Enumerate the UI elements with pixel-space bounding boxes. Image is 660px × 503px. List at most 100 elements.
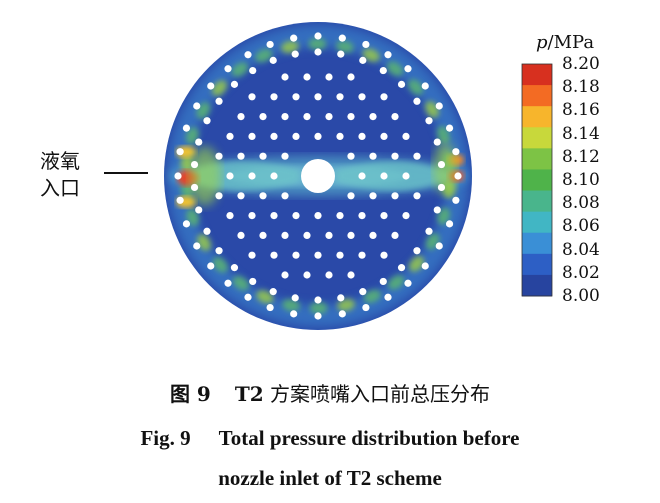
ring-pressure-blob [409,256,424,272]
injector-hole [413,152,421,160]
colorbar-tick-label: 8.08 [562,193,600,214]
ring-pressure-blob [362,48,380,62]
injector-hole [281,271,289,279]
injector-hole [314,32,322,40]
injector-hole [347,192,355,200]
injector-hole [237,113,245,121]
ring-pressure-blob [186,208,200,227]
ring-pressure-blob [232,275,250,291]
injector-hole [244,51,252,59]
injector-hole [215,247,223,255]
injector-hole [176,196,184,204]
injector-hole [336,212,344,220]
injector-hole [248,251,256,259]
injector-hole [435,102,443,110]
injector-hole [203,117,211,125]
injector-hole [259,231,267,239]
colorbar-segment [522,106,552,128]
injector-hole [362,40,370,49]
colorbar-segment [522,64,552,86]
injector-hole [176,148,184,156]
injector-hole [325,271,333,279]
injector-hole [303,113,311,121]
injector-hole [433,138,441,146]
colorbar-tick-label: 8.14 [562,123,600,144]
injector-hole [237,231,245,239]
injector-hole [226,172,234,180]
ring-pressure-blob [197,234,211,251]
injector-hole [195,138,203,146]
ring-pressure-blob [309,301,328,314]
injector-hole [226,132,234,140]
injector-hole [266,303,274,312]
lox-inlet-label: 液氧 入口 [40,148,100,202]
injector-hole [435,242,443,250]
injector-hole [270,251,278,259]
injector-hole [290,310,298,318]
injector-hole [380,132,388,140]
injector-hole [292,93,300,101]
injector-hole [347,152,355,160]
injector-hole [337,294,345,302]
injector-hole [174,172,182,180]
injector-hole [336,93,344,101]
injector-hole [433,206,441,214]
injector-hole [270,93,278,101]
injector-hole [226,212,234,220]
injector-hole [195,206,203,214]
injector-hole [290,34,298,42]
injector-hole [281,73,289,81]
colorbar-segment [522,211,552,234]
injector-hole [244,293,252,301]
injector-hole [379,66,387,75]
injector-hole [292,212,300,220]
injector-hole [338,310,346,318]
colorbar-tick-label: 8.18 [562,77,600,98]
injector-hole [413,192,421,200]
injector-hole [224,65,232,73]
ring-pressure-blob [212,80,227,96]
injector-hole [421,82,429,90]
injector-hole [248,93,256,101]
ring-pressure-blob [363,289,381,303]
injector-hole [445,220,454,228]
injector-hole [314,132,322,140]
injector-hole [369,192,377,200]
injector-hole [314,312,322,320]
injector-hole [358,93,366,101]
injector-hole [421,262,429,270]
ring-pressure-blob [337,298,355,312]
injector-hole [425,117,433,125]
colorbar [521,63,553,297]
ring-pressure-blob [425,101,439,118]
injector-hole [292,132,300,140]
injector-hole [425,227,433,235]
injector-hole [454,172,462,180]
colorbar-tick-label: 8.06 [562,216,600,237]
injector-hole [270,132,278,140]
injector-hole [259,192,267,200]
lox-inlet-label-line2: 入口 [40,176,80,200]
injector-hole [203,227,211,235]
ring-pressure-blob [282,299,301,312]
injector-hole [269,288,277,296]
ring-pressure-blob [212,257,228,273]
injector-hole [369,113,377,121]
colorbar-tick-label: 8.04 [562,239,600,260]
injector-hole [402,172,410,180]
colorbar-segment [522,232,552,255]
injector-hole [452,148,460,156]
injector-hole [237,152,245,160]
injector-hole [193,102,201,110]
injector-hole [224,279,232,287]
injector-hole [413,247,421,255]
injector-hole [402,132,410,140]
injector-hole [190,183,199,192]
caption-chinese: 图 9 T2 方案喷嘴入口前总压分布 [169,382,491,406]
injector-hole [281,192,289,200]
injector-hole [404,65,412,73]
injector-hole [248,132,256,140]
injector-hole [380,93,388,101]
injector-hole [248,212,256,220]
colorbar-segment [522,85,552,107]
